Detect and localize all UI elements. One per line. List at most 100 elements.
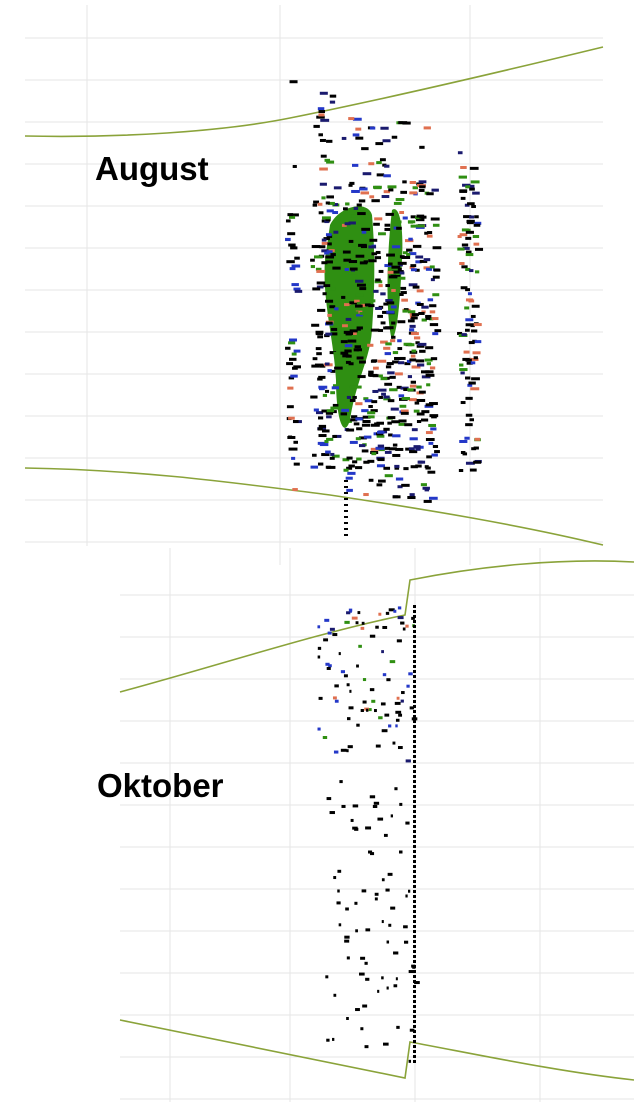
pixel — [368, 404, 373, 408]
pixel — [406, 252, 411, 256]
pixel — [415, 359, 425, 363]
pixel — [340, 340, 348, 344]
pixel — [288, 357, 297, 361]
pixel — [336, 901, 341, 905]
pixel — [413, 975, 416, 978]
pixel — [369, 299, 376, 303]
pixel — [329, 456, 335, 460]
pixel — [294, 289, 303, 293]
pixel — [378, 269, 384, 273]
pixel — [371, 452, 377, 456]
pixel — [325, 201, 330, 205]
pixel — [364, 961, 368, 965]
pixel — [287, 232, 296, 236]
pixel — [403, 388, 408, 392]
pixel — [422, 486, 430, 490]
pixel — [315, 267, 322, 271]
pixel — [413, 795, 416, 798]
pixel — [326, 234, 333, 238]
pixel — [461, 265, 468, 269]
pixel — [361, 230, 367, 234]
pixel — [376, 173, 385, 177]
pixel — [384, 474, 393, 478]
pixel — [413, 940, 416, 943]
pixel — [288, 338, 298, 342]
pixel — [368, 245, 377, 249]
pixel — [334, 684, 339, 688]
pixel — [367, 411, 376, 415]
pixel — [469, 468, 477, 472]
pixel — [346, 956, 350, 960]
pixel — [409, 191, 418, 195]
pixel — [400, 409, 409, 413]
pixel — [408, 237, 413, 241]
pixel — [359, 287, 367, 291]
pixel — [407, 388, 414, 392]
pixel — [384, 713, 390, 717]
pixel — [332, 434, 337, 438]
pixel — [413, 800, 416, 803]
pixel — [395, 724, 398, 728]
pixel — [413, 820, 416, 823]
green-density-area — [324, 206, 375, 428]
pixel — [381, 650, 384, 654]
pixel — [333, 230, 339, 234]
pixel — [426, 455, 432, 459]
pixel — [332, 1037, 335, 1041]
pixel — [357, 212, 366, 216]
pixel — [400, 291, 407, 295]
pixel — [414, 401, 420, 405]
pixel — [333, 351, 340, 355]
pixel — [413, 960, 416, 963]
pixel — [363, 435, 372, 439]
pixel — [413, 910, 416, 913]
pixel — [462, 183, 471, 187]
pixel — [464, 436, 470, 440]
pixel — [397, 746, 403, 750]
pixel — [382, 625, 388, 629]
pixel — [382, 139, 391, 143]
pixel — [319, 167, 328, 171]
pixel — [416, 289, 424, 293]
pixel — [332, 266, 341, 270]
pixel — [408, 283, 418, 287]
pixel — [388, 188, 394, 192]
pixel — [413, 875, 416, 878]
pixel — [409, 358, 417, 362]
pixel — [359, 261, 368, 265]
pixel — [369, 688, 375, 692]
pixel — [381, 729, 388, 733]
pixel — [413, 730, 416, 733]
pixel — [326, 666, 331, 670]
pixel — [400, 621, 405, 625]
pixel — [426, 192, 434, 196]
pixel — [310, 265, 315, 269]
pixel — [367, 343, 374, 347]
pixel — [384, 164, 390, 168]
pixel — [469, 187, 475, 191]
pixel — [473, 323, 482, 327]
pixel — [399, 404, 407, 408]
pixel — [371, 400, 378, 404]
pixel — [429, 310, 436, 314]
pixel — [404, 423, 413, 427]
pixel — [415, 268, 420, 272]
pixel — [333, 993, 337, 997]
pixel — [413, 645, 416, 648]
pixel — [378, 284, 383, 288]
pixel — [404, 940, 409, 944]
pixel — [428, 441, 434, 445]
pixel — [310, 258, 315, 262]
pixel — [317, 655, 321, 659]
pixel — [421, 310, 426, 314]
pixel — [387, 421, 392, 425]
pixel — [348, 117, 355, 121]
pixel — [457, 331, 463, 335]
pixel — [293, 349, 301, 353]
pixel — [327, 287, 332, 291]
pixel — [327, 369, 332, 373]
pixel — [409, 266, 415, 270]
pixel — [413, 905, 416, 908]
pixel — [386, 678, 391, 682]
pixel — [391, 420, 401, 424]
